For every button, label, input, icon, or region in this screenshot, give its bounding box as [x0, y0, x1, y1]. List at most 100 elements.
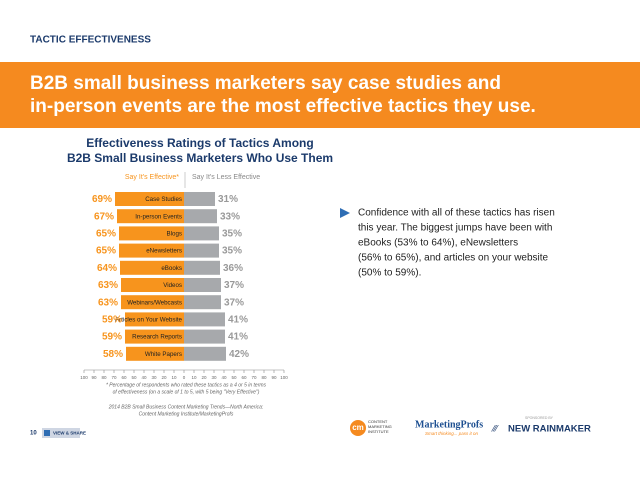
legend-label: Say It's Less Effective	[192, 174, 260, 181]
insight-text: eBooks (53% to 64%), eNewsletters	[358, 238, 518, 249]
category-label: White Papers	[145, 351, 182, 358]
rainmaker-logo: NEW RAINMAKER	[508, 424, 591, 435]
category-label: Webinars/Webcasts	[127, 299, 182, 306]
bar	[184, 278, 221, 292]
x-tick-label: 60	[241, 375, 247, 380]
rainmaker-icon: ⁄⁄⁄	[491, 423, 499, 433]
x-tick-label: 20	[161, 375, 167, 380]
share-icon	[44, 430, 50, 436]
value-label: 65%	[96, 246, 116, 257]
value-label: 69%	[92, 194, 112, 205]
bar	[184, 329, 225, 344]
source: Content Marketing Institute/MarketingPro…	[139, 411, 234, 417]
bar	[115, 192, 184, 206]
x-tick-label: 100	[80, 375, 88, 380]
x-tick-label: 50	[131, 375, 137, 380]
bar	[120, 260, 184, 275]
x-tick-label: 60	[121, 375, 127, 380]
bar	[184, 295, 221, 310]
bar	[125, 312, 184, 327]
cmi-logo	[350, 420, 366, 436]
x-tick-label: 40	[221, 375, 227, 380]
category-label: eNewsletters	[146, 248, 182, 255]
value-label: 33%	[220, 211, 240, 222]
bar	[119, 226, 184, 241]
headline-banner	[0, 62, 640, 128]
bar	[121, 278, 184, 292]
value-label: 35%	[222, 246, 242, 257]
value-label: 59%	[102, 332, 122, 343]
category-label: Videos	[163, 282, 182, 289]
insight-text: this year. The biggest jumps have been w…	[358, 223, 552, 234]
bar	[184, 243, 219, 258]
x-tick-label: 70	[111, 375, 117, 380]
cmi-name: INSTITUTE	[368, 429, 389, 434]
x-tick-label: 30	[211, 375, 217, 380]
insight-text: (50% to 59%).	[358, 268, 421, 279]
share-label[interactable]: VIEW & SHARE	[53, 431, 86, 436]
value-label: 37%	[224, 280, 244, 291]
x-tick-label: 40	[141, 375, 147, 380]
share-button[interactable]	[42, 428, 80, 438]
x-tick-label: 0	[183, 375, 186, 380]
value-label: 35%	[222, 229, 242, 240]
bar	[184, 346, 226, 361]
category-label: eBooks	[161, 265, 182, 272]
legend-label: Say It's Effective*	[125, 174, 179, 181]
value-label: 59%	[102, 315, 122, 326]
page-number: 10	[30, 431, 37, 437]
value-label: 36%	[223, 263, 243, 274]
value-label: 37%	[224, 297, 244, 308]
x-tick-label: 90	[271, 375, 277, 380]
bar	[184, 209, 217, 224]
category-label: In-person Events	[135, 213, 182, 220]
section-label: TACTIC EFFECTIVENESS	[30, 35, 151, 46]
x-tick-label: 30	[151, 375, 157, 380]
x-tick-label: 80	[261, 375, 267, 380]
x-tick-label: 20	[201, 375, 207, 380]
category-label: Blogs	[167, 231, 182, 238]
x-tick-label: 10	[191, 375, 197, 380]
x-tick-label: 90	[91, 375, 97, 380]
category-label: Articles on Your Website	[115, 317, 183, 324]
insight-text: Confidence with all of these tactics has…	[358, 208, 555, 219]
bullet-arrow	[340, 208, 350, 218]
value-label: 65%	[96, 229, 116, 240]
chart-title: B2B Small Business Marketers Who Use The…	[67, 151, 333, 165]
cmi-name: CONTENT	[368, 419, 388, 424]
bar	[184, 226, 219, 241]
value-label: 64%	[97, 263, 117, 274]
cmi-name: MARKETING	[368, 424, 392, 429]
category-label: Research Reports	[132, 334, 182, 341]
source: 2014 B2B Small Business Content Marketin…	[108, 404, 264, 410]
mprofs-tag: Smart thinking... pass it on	[425, 431, 479, 436]
value-label: 63%	[98, 297, 118, 308]
category-label: Case Studies	[145, 196, 182, 203]
insight-text: (56% to 65%), and articles on your websi…	[358, 253, 549, 264]
bar	[117, 209, 184, 224]
bar	[184, 260, 220, 275]
value-label: 41%	[228, 332, 248, 343]
cmi-mark: cm	[352, 423, 364, 432]
headline: B2B small business marketers say case st…	[30, 73, 501, 94]
bar	[121, 295, 184, 310]
bar	[184, 192, 215, 206]
bar	[125, 329, 184, 344]
footnote: of effectiveness (on a scale of 1 to 5, …	[113, 389, 260, 395]
sponsor-label: SPONSORED BY	[525, 416, 554, 420]
value-label: 31%	[218, 194, 238, 205]
value-label: 42%	[229, 349, 249, 360]
footnote: * Percentage of respondents who rated th…	[106, 382, 267, 388]
value-label: 58%	[103, 349, 123, 360]
x-tick-label: 10	[171, 375, 177, 380]
x-tick-label: 80	[101, 375, 107, 380]
value-label: 67%	[94, 211, 114, 222]
bar	[126, 346, 184, 361]
value-label: 41%	[228, 315, 248, 326]
x-tick-label: 70	[251, 375, 257, 380]
headline: in-person events are the most effective …	[30, 96, 536, 117]
bar	[119, 243, 184, 258]
bar	[184, 312, 225, 327]
x-tick-label: 100	[280, 375, 288, 380]
